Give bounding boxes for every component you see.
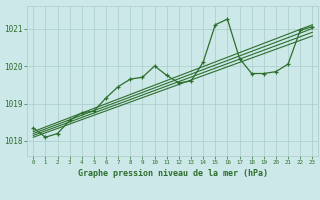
- X-axis label: Graphe pression niveau de la mer (hPa): Graphe pression niveau de la mer (hPa): [78, 169, 268, 178]
